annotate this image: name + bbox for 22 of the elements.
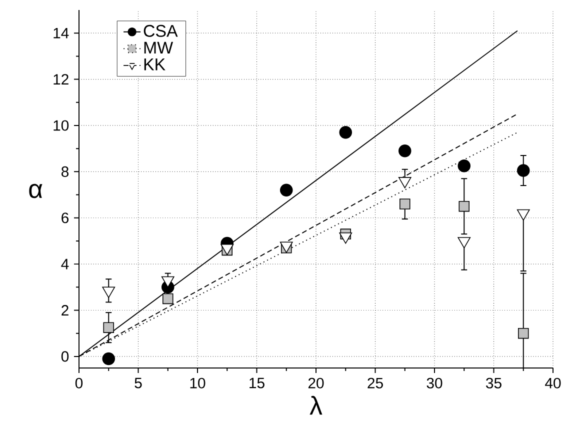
legend-label: CSA	[144, 24, 178, 37]
y-axis-title: α	[29, 184, 42, 198]
x-tick-label: 40	[545, 378, 561, 388]
x-axis-title: λ	[310, 396, 322, 415]
x-tick-label: 35	[486, 378, 502, 388]
y-tick-label: 12	[54, 74, 68, 85]
x-tick-label: 30	[426, 378, 442, 388]
x-tick-label: 15	[250, 378, 264, 388]
x-tick-label: 5	[134, 378, 142, 388]
y-tick-label: 8	[62, 166, 69, 177]
x-tick-label: 0	[75, 378, 83, 388]
x-tick-label: 25	[368, 378, 383, 388]
y-tick-label: 14	[54, 28, 69, 38]
x-tick-label: 20	[308, 378, 324, 388]
legend-label: MW	[144, 42, 174, 54]
y-tick-label: 0	[61, 351, 69, 362]
legend-label: KK	[144, 58, 166, 70]
y-tick-label: 6	[62, 212, 69, 224]
x-tick-label: 10	[190, 378, 206, 388]
y-tick-label: 2	[62, 305, 68, 316]
y-tick-label: 4	[61, 258, 69, 270]
y-tick-label: 10	[54, 120, 69, 131]
